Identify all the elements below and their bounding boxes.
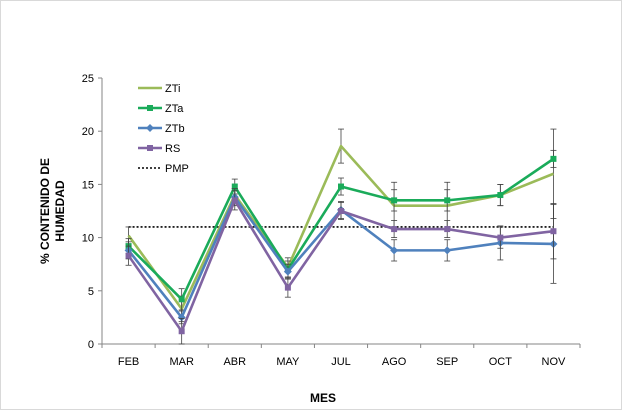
data-point-zta xyxy=(178,296,185,303)
data-point-rs xyxy=(284,284,291,291)
data-point-ztb xyxy=(177,313,186,322)
data-point-rs xyxy=(338,208,344,214)
x-tick-label: FEB xyxy=(118,356,139,368)
data-point-rs xyxy=(125,252,132,259)
data-point-zta xyxy=(338,183,344,190)
y-tick-label: 0 xyxy=(88,339,94,351)
series-line-zti xyxy=(127,144,554,311)
data-point-ztb xyxy=(283,267,292,276)
y-axis-title-line: % CONTENIDO DE xyxy=(38,158,52,264)
data-point-rs xyxy=(550,228,557,235)
legend-label-zta: ZTa xyxy=(165,103,184,115)
x-tick-label: ABR xyxy=(223,356,246,368)
legend-label-zti: ZTi xyxy=(165,83,180,95)
data-point-rs xyxy=(231,197,238,204)
x-tick-label: NOV xyxy=(542,356,567,368)
legend-label-pmp: PMP xyxy=(165,163,189,175)
y-axis-title-line: HUMEDAD xyxy=(53,180,67,242)
data-point-rs xyxy=(497,234,504,241)
x-tick-label: AGO xyxy=(382,356,407,368)
legend-marker-zta xyxy=(147,105,153,111)
y-tick-label: 25 xyxy=(82,73,94,85)
data-point-zta xyxy=(550,155,557,162)
data-point-rs xyxy=(444,226,451,233)
data-point-zta xyxy=(231,183,238,190)
y-tick-label: 10 xyxy=(82,233,94,245)
x-tick-label: MAY xyxy=(276,356,300,368)
legend-label-rs: RS xyxy=(165,143,180,155)
x-tick-label: MAR xyxy=(169,356,194,368)
x-tick-label: JUL xyxy=(331,356,351,368)
legend-marker-rs xyxy=(147,145,153,151)
data-point-ztb xyxy=(443,246,452,255)
x-tick-label: SEP xyxy=(436,356,458,368)
y-tick-label: 5 xyxy=(88,286,94,298)
data-point-zta xyxy=(497,192,504,199)
legend-label-ztb: ZTb xyxy=(165,123,185,135)
x-tick-label: OCT xyxy=(489,356,513,368)
legend-marker-ztb xyxy=(146,124,154,132)
data-point-rs xyxy=(178,328,185,335)
y-tick-label: 20 xyxy=(82,126,94,138)
series-line-rs xyxy=(127,199,554,333)
data-point-zta xyxy=(391,197,398,204)
y-tick-label: 15 xyxy=(82,179,94,191)
data-point-ztb xyxy=(390,246,399,255)
y-axis-title: % CONTENIDO DEHUMEDAD xyxy=(38,158,67,264)
x-axis-title: MES xyxy=(310,391,336,405)
data-point-rs xyxy=(391,226,398,233)
data-point-zta xyxy=(444,197,451,204)
